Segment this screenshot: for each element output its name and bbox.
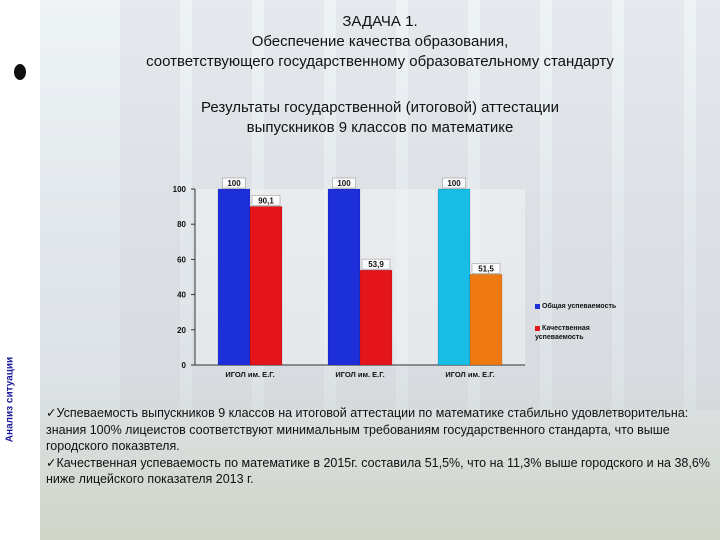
title-line: ЗАДАЧА 1. — [342, 13, 418, 30]
y-tick-label: 60 — [177, 255, 186, 264]
data-label-box — [251, 195, 281, 206]
data-label: 51,5 — [478, 264, 494, 273]
data-label: 90,1 — [258, 196, 274, 205]
bar — [217, 188, 251, 366]
bullet-icon — [14, 64, 26, 80]
left-margin — [0, 0, 40, 540]
sidebar-label-text: Анализ ситуации — [4, 356, 16, 443]
conclusion-text: ✓Успеваемость выпускников 9 классов на и… — [46, 406, 689, 453]
y-tick-label: 40 — [177, 291, 186, 300]
data-label: 53,9 — [368, 260, 384, 269]
bar — [359, 269, 393, 366]
chart-title-line: Результаты государственной (итоговой) ат… — [201, 99, 559, 116]
data-label-box — [332, 177, 356, 189]
chart-legend: Общая успеваемость Качественная успеваем… — [535, 290, 616, 360]
data-label: 100 — [337, 179, 351, 188]
legend-label: Качественная успеваемость — [535, 325, 590, 341]
bar — [469, 274, 503, 366]
legend-swatch — [535, 325, 540, 331]
data-label-box — [222, 177, 246, 189]
bar — [327, 188, 361, 366]
data-label: 100 — [447, 179, 461, 188]
data-label-box — [471, 263, 501, 274]
sidebar-label: Анализ ситуации — [4, 335, 16, 465]
background-photo — [40, 0, 720, 540]
y-tick-label: 0 — [182, 361, 187, 370]
conclusions: ✓Успеваемость выпускников 9 классов на и… — [46, 405, 716, 488]
chart-title-line: выпускников 9 классов по математике — [246, 119, 514, 136]
legend-label: Общая успеваемость — [542, 303, 617, 310]
legend-item-quality: Качественная успеваемость — [535, 324, 595, 342]
y-tick-label: 80 — [177, 220, 186, 229]
data-label-box — [361, 258, 391, 270]
chart-title: Результаты государственной (итоговой) ат… — [40, 98, 720, 138]
title-line: Обеспечение качества образования, — [251, 33, 509, 50]
x-tick-label: ИГОЛ им. Е.Г. — [335, 370, 384, 377]
x-tick-label: ИГОЛ им. Е.Г. — [225, 370, 274, 377]
bar — [437, 188, 471, 366]
bar — [249, 206, 283, 366]
y-tick-label: 20 — [177, 326, 186, 335]
conclusion-text: ✓Качественная успеваемость по математике… — [46, 455, 710, 487]
data-label: 100 — [227, 179, 241, 188]
title-line: соответствующего государственному образо… — [146, 53, 614, 70]
legend-swatch — [535, 303, 540, 309]
y-tick-label: 100 — [173, 185, 187, 194]
data-label-box — [442, 177, 466, 189]
legend-item-overall: Общая успеваемость — [535, 302, 620, 311]
page-title: ЗАДАЧА 1. Обеспечение качества образован… — [40, 12, 720, 72]
x-tick-label: ИГОЛ им. Е.Г. — [445, 370, 494, 377]
